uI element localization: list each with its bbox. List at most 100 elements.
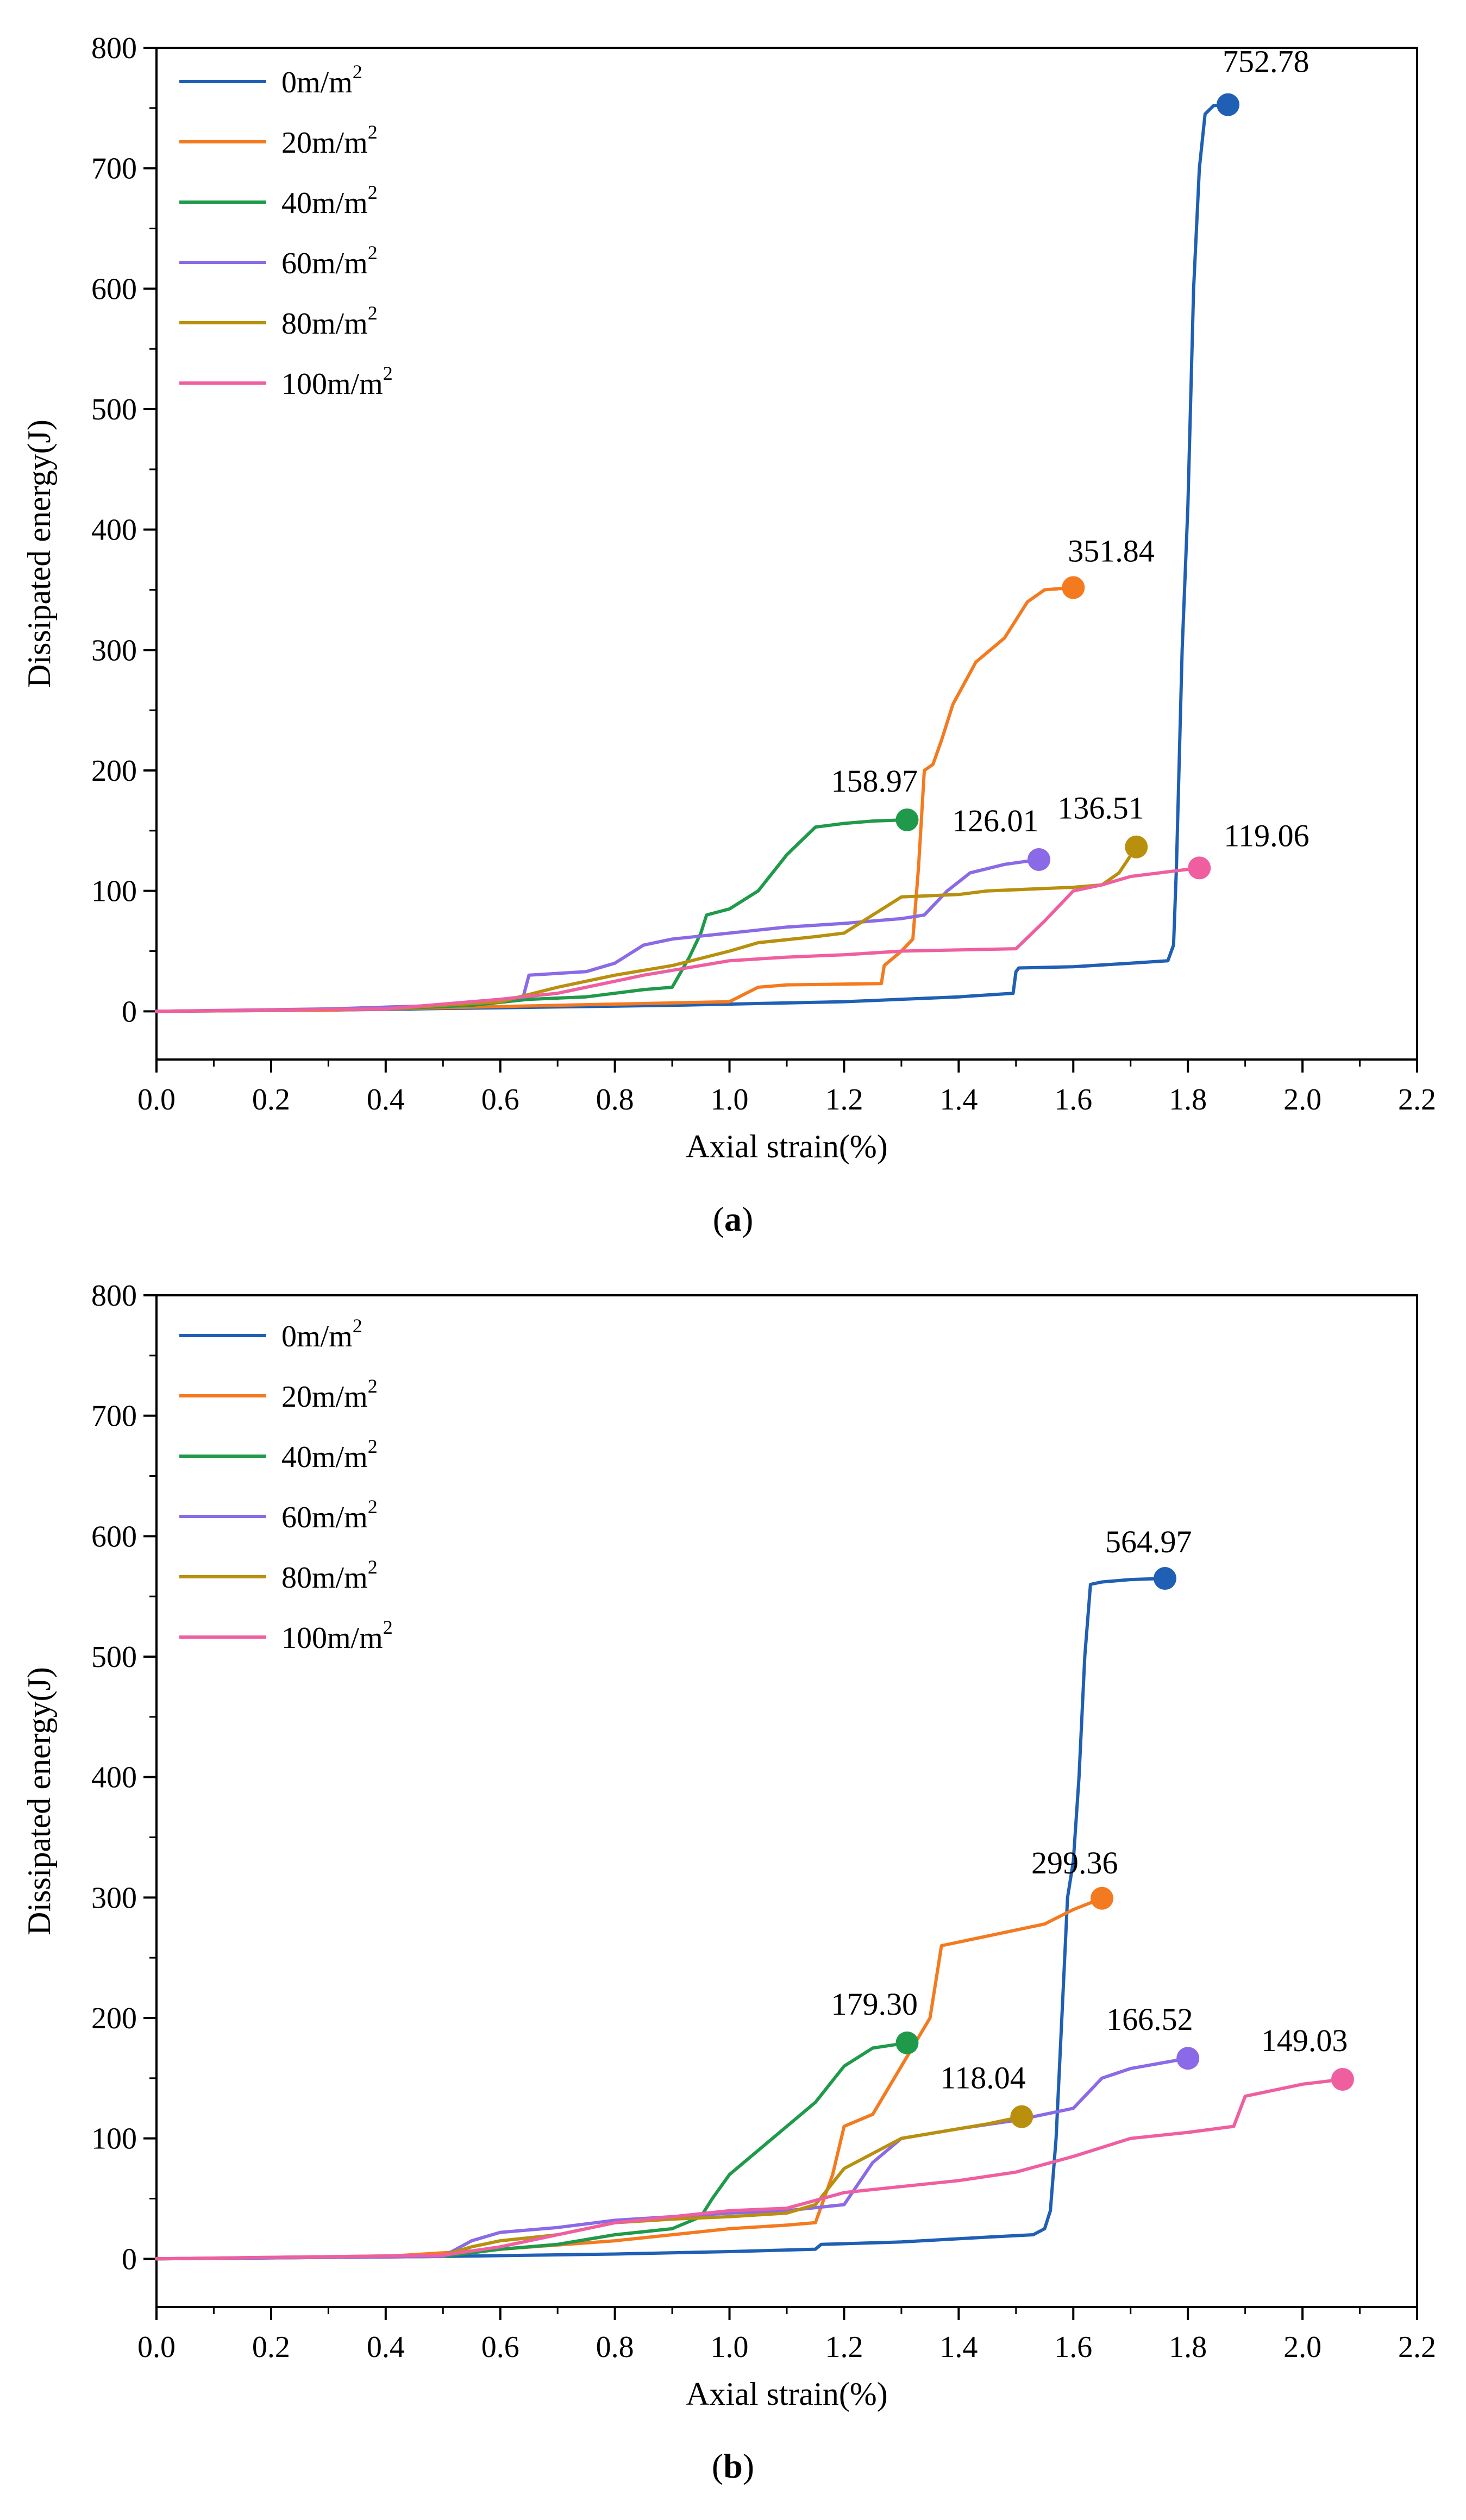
- panel-a-y-tick-label: 100: [91, 875, 137, 908]
- panel-b-y-axis-title: Dissipated energy(J): [21, 1667, 57, 1935]
- panel-b-end-marker-5: [1331, 2067, 1354, 2091]
- panel-b-end-value-label-3: 166.52: [1106, 2002, 1193, 2037]
- panel-a-end-value-label-1: 351.84: [1068, 533, 1155, 568]
- panel-a-y-tick-label: 400: [91, 513, 137, 547]
- panel-a-end-value-label-3: 126.01: [952, 803, 1039, 838]
- panel-a-y-tick-label: 500: [91, 393, 137, 427]
- panel-a-x-tick-label: 0.2: [252, 1083, 290, 1117]
- panel-a-legend-label-5: 100m/m2: [281, 362, 393, 401]
- panel-a-series-line-3: [155, 858, 1041, 1013]
- panel-a-x-tick-label: 0.0: [137, 1083, 176, 1117]
- panel-a-x-tick-label: 1.4: [939, 1083, 978, 1117]
- panel-b-x-tick-label: 1.4: [939, 2330, 978, 2364]
- panel-a-end-marker-5: [1188, 856, 1211, 880]
- panel-a-x-tick-label: 1.2: [825, 1083, 863, 1117]
- panel-b-end-marker-4: [1010, 2105, 1033, 2128]
- panel-b-caption: (b): [712, 2447, 754, 2485]
- panel-a-x-tick-label: 1.8: [1169, 1083, 1207, 1117]
- panel-b-legend-label-0: 0m/m2: [281, 1315, 362, 1353]
- panel-a-legend-label-2: 40m/m2: [281, 181, 378, 220]
- panel-a-legend-label-4: 80m/m2: [281, 302, 378, 341]
- panel-b-series-line-4: [155, 2115, 1024, 2261]
- panel-b-end-marker-3: [1176, 2047, 1200, 2070]
- panel-a-end-marker-4: [1125, 835, 1148, 858]
- panel-b-end-marker-1: [1091, 1886, 1113, 1910]
- panel-b-y-tick-label: 500: [91, 1640, 137, 1674]
- panel-a-series-line-1: [155, 586, 1075, 1013]
- panel-a-y-tick-label: 800: [91, 32, 137, 65]
- panel-a-x-axis-title: Axial strain(%): [686, 1129, 888, 1164]
- panel-b-legend-label-1: 20m/m2: [281, 1375, 378, 1414]
- panel-a-y-tick-label: 700: [91, 152, 137, 186]
- panel-a-end-marker-2: [895, 808, 919, 831]
- panel-b-x-tick-label: 2.2: [1398, 2330, 1436, 2364]
- panel-a-end-value-label-2: 158.97: [831, 763, 918, 799]
- panel-b-y-tick-label: 800: [91, 1279, 137, 1313]
- panel-a-legend-label-3: 60m/m2: [281, 242, 378, 280]
- panel-b-y-tick-label: 0: [122, 2242, 137, 2276]
- panel-a-series-line-5: [155, 866, 1201, 1013]
- panel-a-end-value-label-4: 136.51: [1057, 791, 1144, 826]
- panel-b-series-line-1: [155, 1896, 1104, 2261]
- panel-a-series-line-0: [155, 103, 1230, 1013]
- panel-a-series-line-4: [155, 845, 1138, 1013]
- panel-a-y-tick-label: 0: [122, 995, 137, 1029]
- panel-b-legend-label-3: 60m/m2: [281, 1496, 378, 1534]
- panel-a-y-tick-label: 200: [91, 754, 137, 788]
- panel-b-x-tick-label: 1.2: [825, 2330, 863, 2364]
- panel-b-series-line-5: [155, 2078, 1344, 2261]
- panel-a-end-marker-0: [1217, 93, 1239, 116]
- panel-b-legend-label-2: 40m/m2: [281, 1435, 378, 1474]
- panel-a-x-tick-label: 0.8: [596, 1083, 634, 1117]
- panel-b-series-line-0: [155, 1577, 1167, 2261]
- panel-a-y-axis-title: Dissipated energy(J): [21, 419, 57, 688]
- panel-b-end-marker-2: [895, 2031, 919, 2054]
- panel-a-x-tick-label: 0.6: [481, 1083, 519, 1117]
- panel-b-legend-label-5: 100m/m2: [281, 1616, 393, 1655]
- panel-a-x-tick-label: 1.0: [711, 1083, 749, 1117]
- panel-b-series-line-3: [155, 2057, 1190, 2261]
- panel-a-x-tick-label: 1.6: [1054, 1083, 1092, 1117]
- chart-panel-a: 0.0 0.2 0.4 0.6 0.8 1.0 1.2 1.4 1.6 1.8 2.0 2.2 0 100…: [21, 32, 1436, 1238]
- panel-b-y-tick-label: 600: [91, 1520, 137, 1553]
- panel-b-legend-label-4: 80m/m2: [281, 1556, 378, 1595]
- panel-b-x-tick-label: 2.0: [1283, 2330, 1321, 2364]
- panel-a-end-marker-3: [1028, 848, 1050, 872]
- panel-b-x-tick-label: 1.8: [1169, 2330, 1207, 2364]
- panel-a-series-line-2: [155, 818, 909, 1013]
- panel-b-x-tick-label: 1.0: [711, 2330, 749, 2364]
- panel-a-end-value-label-5: 119.06: [1224, 818, 1309, 853]
- panel-b-y-tick-label: 300: [91, 1881, 137, 1915]
- panel-b-y-tick-label: 200: [91, 2002, 137, 2035]
- panel-b-x-tick-label: 0.0: [137, 2330, 176, 2364]
- panel-b-end-marker-0: [1154, 1566, 1176, 1590]
- panel-b-legend: 0m/m2 20m/m2 40m/m2 60m/m2 80m/m2 100m/m2: [179, 1315, 393, 1655]
- panel-b-x-tick-label: 0.6: [481, 2330, 519, 2364]
- panel-b-end-value-label-1: 299.36: [1031, 1845, 1118, 1880]
- panel-a-x-tick-label: 0.4: [367, 1083, 405, 1117]
- panel-b-x-axis-title: Axial strain(%): [686, 2376, 888, 2412]
- panel-b-x-tick-label: 1.6: [1054, 2330, 1092, 2364]
- panel-b-x-tick-label: 0.8: [596, 2330, 634, 2364]
- panel-b-end-value-label-4: 118.04: [940, 2060, 1025, 2096]
- panel-b-end-value-label-0: 564.97: [1105, 1524, 1192, 1559]
- panel-b-y-tick-label: 100: [91, 2122, 137, 2156]
- panel-b-x-tick-label: 0.2: [252, 2330, 290, 2364]
- panel-a-caption: (a): [713, 1200, 754, 1238]
- panel-b-y-tick-label: 400: [91, 1761, 137, 1795]
- panel-a-x-tick-label: 2.2: [1398, 1083, 1436, 1117]
- panel-a-end-marker-1: [1062, 576, 1085, 599]
- panel-a-y-tick-label: 300: [91, 634, 137, 667]
- panel-a-end-value-label-0: 752.78: [1223, 44, 1310, 79]
- panel-a-x-tick-label: 2.0: [1283, 1083, 1321, 1117]
- panel-b-y-tick-label: 700: [91, 1400, 137, 1433]
- chart-panel-b: 0.0 0.2 0.4 0.6 0.8 1.0 1.2 1.4 1.6 1.8 2.0 2.2 0 100…: [21, 1279, 1436, 2485]
- panel-b-series-line-2: [155, 2041, 909, 2261]
- panel-a-legend-label-1: 20m/m2: [281, 121, 378, 160]
- panel-b-x-tick-label: 0.4: [367, 2330, 405, 2364]
- panel-b-end-value-label-2: 179.30: [831, 1986, 918, 2022]
- panel-b-end-value-label-5: 149.03: [1261, 2023, 1348, 2058]
- panel-a-legend-label-0: 0m/m2: [281, 61, 362, 99]
- panel-a-y-tick-label: 600: [91, 272, 137, 306]
